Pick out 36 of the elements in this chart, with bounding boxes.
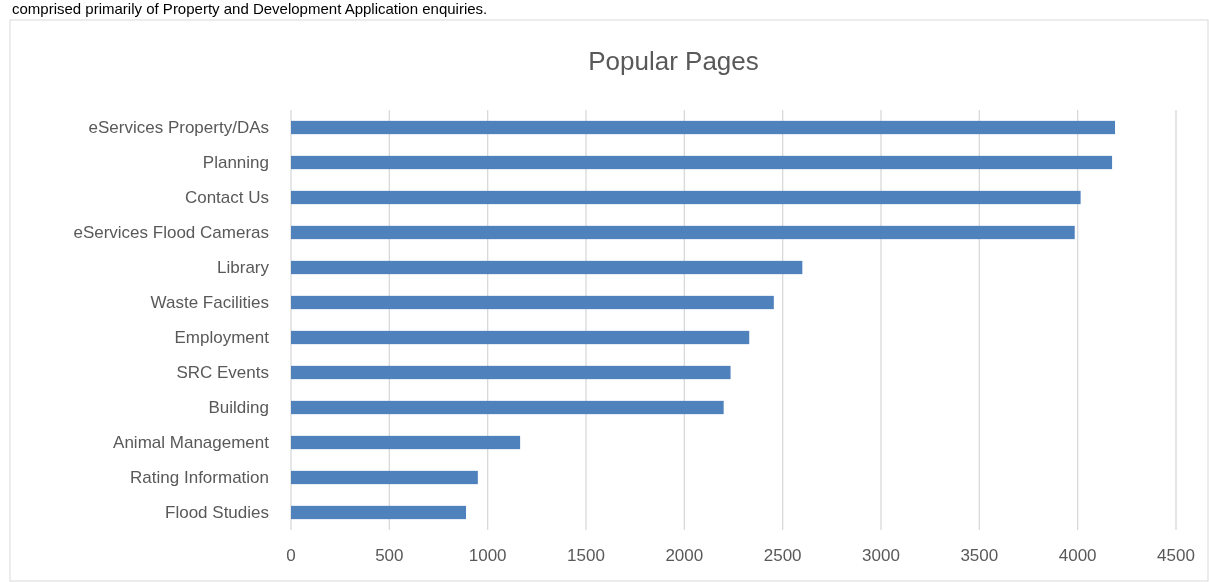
y-tick-label: Contact Us [184, 188, 269, 208]
x-tick-label: 2000 [665, 546, 704, 565]
y-tick-label: SRC Events [176, 363, 269, 383]
bar [291, 330, 750, 345]
x-tick-label: 1500 [567, 546, 605, 565]
x-tick-label: 4000 [1058, 546, 1097, 565]
x-tick-label: 3500 [960, 546, 999, 565]
bar [291, 435, 521, 450]
x-tick-label: 4500 [1157, 546, 1195, 565]
bar [291, 120, 1116, 135]
x-tick-label: 1000 [468, 546, 507, 565]
y-tick-label: Planning [202, 153, 269, 173]
x-tick-label: 2500 [763, 546, 802, 565]
bar [291, 260, 803, 275]
y-tick-label: Flood Studies [165, 503, 269, 523]
y-tick-label: eServices Property/DAs [88, 118, 269, 138]
bar [291, 365, 731, 380]
bar [291, 400, 724, 415]
bar [291, 470, 478, 485]
y-tick-label: Building [208, 398, 269, 418]
y-tick-label: Animal Management [113, 433, 270, 453]
y-tick-label: Rating Information [130, 468, 269, 488]
x-tick-label: 3000 [862, 546, 900, 565]
bar [291, 155, 1113, 170]
y-tick-label: eServices Flood Cameras [73, 223, 269, 243]
x-tick-label: 500 [375, 546, 404, 565]
text: comprised primarily of Property and Development Application enquiries. [12, 0, 488, 17]
chart-title: Popular Pages [588, 46, 759, 76]
bar [291, 295, 774, 310]
bar [291, 225, 1075, 240]
y-tick-label: Waste Facilities [150, 293, 269, 313]
x-tick-label: 0 [286, 546, 296, 565]
bar [291, 505, 467, 520]
bar [291, 190, 1081, 205]
y-tick-label: Employment [174, 328, 270, 348]
y-tick-label: Library [217, 258, 270, 278]
